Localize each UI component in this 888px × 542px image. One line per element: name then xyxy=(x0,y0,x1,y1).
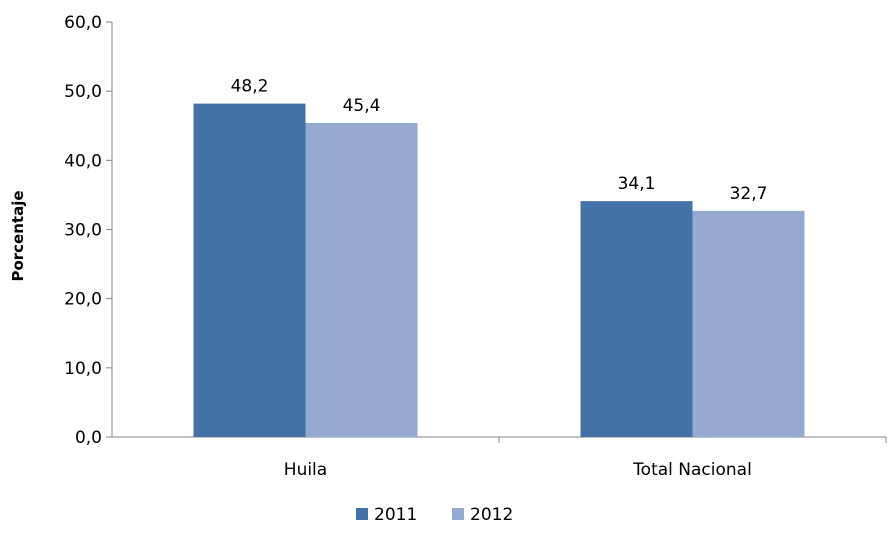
y-tick-label: 50,0 xyxy=(64,82,102,102)
y-tick-label: 10,0 xyxy=(64,359,102,379)
y-tick-label: 40,0 xyxy=(64,151,102,171)
y-tick-label: 60,0 xyxy=(64,13,102,33)
legend-label: 2011 xyxy=(374,505,417,525)
y-tick-label: 30,0 xyxy=(64,221,102,241)
y-axis-title: Porcentaje xyxy=(9,190,27,281)
x-category-label: Huila xyxy=(284,460,327,480)
y-tick-label: 0,0 xyxy=(75,428,102,448)
legend: 2011 2012 xyxy=(356,505,513,525)
y-axis-ticks: 0,0 10,0 20,0 30,0 40,0 50,0 60,0 xyxy=(64,13,112,448)
bars xyxy=(193,103,805,437)
x-category-label: Total Nacional xyxy=(632,460,752,480)
data-label: 32,7 xyxy=(730,184,768,204)
legend-label: 2012 xyxy=(470,505,513,525)
category-labels: Huila Total Nacional xyxy=(284,437,887,480)
legend-swatch-2012 xyxy=(452,508,464,520)
bar-2011-total-nacional xyxy=(580,201,693,437)
bar-2012-huila xyxy=(305,122,418,437)
bar-2012-total-nacional xyxy=(692,210,805,437)
data-label: 34,1 xyxy=(618,174,656,194)
bar-2011-huila xyxy=(193,103,306,437)
y-tick-label: 20,0 xyxy=(64,290,102,310)
legend-swatch-2011 xyxy=(356,508,368,520)
data-label: 45,4 xyxy=(343,96,381,116)
data-label: 48,2 xyxy=(231,77,269,97)
data-labels: 48,2 45,4 34,1 32,7 xyxy=(231,77,768,204)
